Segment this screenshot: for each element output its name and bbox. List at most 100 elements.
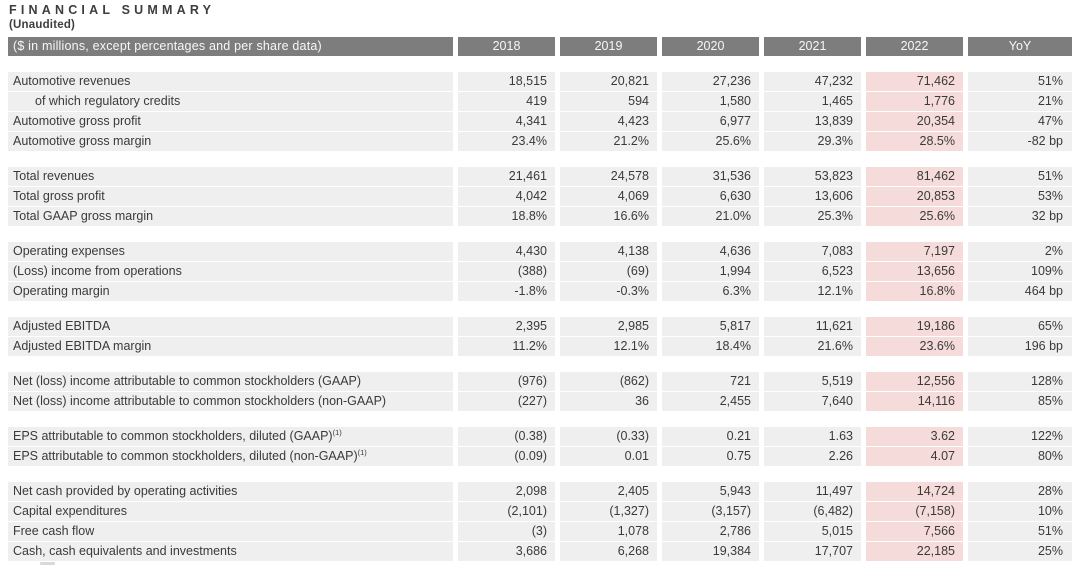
table-row: of which regulatory credits 419 594 1,580 1,… <box>8 92 1072 111</box>
financial-summary-table: ($ in millions, except percentages and p… <box>8 37 1072 562</box>
value-cell-2022: 20,354 <box>866 112 963 131</box>
value-cell-2018: 18.8% <box>458 207 555 226</box>
yoy-value-cell: 21% <box>968 92 1072 111</box>
value-cell-2022: 71,462 <box>866 72 963 91</box>
page-subtitle: (Unaudited) <box>9 19 76 31</box>
value-cell-2021: 47,232 <box>764 72 861 91</box>
column-header-2019: 2019 <box>560 37 657 56</box>
value-cell-2018: 419 <box>458 92 555 111</box>
value-cell-2022: 19,186 <box>866 317 963 336</box>
value-cell-2021: 2.26 <box>764 447 861 466</box>
yoy-value-cell: 65% <box>968 317 1072 336</box>
column-header-2018: 2018 <box>458 37 555 56</box>
value-cell-2018: (0.09) <box>458 447 555 466</box>
yoy-value-cell: 464 bp <box>968 282 1072 301</box>
value-cell-2020: 21.0% <box>662 207 759 226</box>
value-cell-2021: 5,015 <box>764 522 861 541</box>
value-cell-2022: (7,158) <box>866 502 963 521</box>
table-row: Total revenues 21,461 24,578 31,536 53,823 81… <box>8 167 1072 186</box>
value-cell-2022: 7,566 <box>866 522 963 541</box>
value-cell-2019: 6,268 <box>560 542 657 561</box>
value-cell-2020: 0.21 <box>662 427 759 446</box>
value-cell-2021: 5,519 <box>764 372 861 391</box>
value-cell-2021: 11,497 <box>764 482 861 501</box>
value-cell-2019: 4,423 <box>560 112 657 131</box>
value-cell-2022: 20,853 <box>866 187 963 206</box>
value-cell-2018: -1.8% <box>458 282 555 301</box>
table-row: Free cash flow (3) 1,078 2,786 5,015 7,566 51% <box>8 522 1072 541</box>
value-cell-2020: 5,943 <box>662 482 759 501</box>
value-cell-2019: 2,405 <box>560 482 657 501</box>
value-cell-2020: 721 <box>662 372 759 391</box>
value-cell-2020: 0.75 <box>662 447 759 466</box>
value-cell-2021: (6,482) <box>764 502 861 521</box>
table-row: Automotive gross margin 23.4% 21.2% 25.6% 29… <box>8 132 1072 151</box>
row-label: Adjusted EBITDA <box>8 317 453 336</box>
value-cell-2019: 4,069 <box>560 187 657 206</box>
value-cell-2019: 12.1% <box>560 337 657 356</box>
yoy-value-cell: 85% <box>968 392 1072 411</box>
value-cell-2021: 13,839 <box>764 112 861 131</box>
value-cell-2020: 27,236 <box>662 72 759 91</box>
table-row: Adjusted EBITDA margin 11.2% 12.1% 18.4% 21.… <box>8 337 1072 356</box>
value-cell-2018: 2,395 <box>458 317 555 336</box>
table-row: Net (loss) income attributable to common… <box>8 392 1072 411</box>
table-row: Cash, cash equivalents and investments 3,… <box>8 542 1072 561</box>
value-cell-2018: 11.2% <box>458 337 555 356</box>
table-row: Capital expenditures (2,101) (1,327) (3,157… <box>8 502 1072 521</box>
row-label: Total gross profit <box>8 187 453 206</box>
table-row: Operating expenses 4,430 4,138 4,636 7,083 7,… <box>8 242 1072 261</box>
value-cell-2022: 28.5% <box>866 132 963 151</box>
table-row: Net cash provided by operating activitie… <box>8 482 1072 501</box>
table-header-row: ($ in millions, except percentages and p… <box>8 37 1072 56</box>
value-cell-2022: 22,185 <box>866 542 963 561</box>
value-cell-2022: 14,724 <box>866 482 963 501</box>
value-cell-2020: 18.4% <box>662 337 759 356</box>
value-cell-2022: 14,116 <box>866 392 963 411</box>
value-cell-2019: 36 <box>560 392 657 411</box>
value-cell-2021: 29.3% <box>764 132 861 151</box>
row-label: Total GAAP gross margin <box>8 207 453 226</box>
yoy-value-cell: 51% <box>968 167 1072 186</box>
column-header-2021: 2021 <box>764 37 861 56</box>
value-cell-2019: 16.6% <box>560 207 657 226</box>
value-cell-2020: 2,455 <box>662 392 759 411</box>
value-cell-2019: (862) <box>560 372 657 391</box>
value-cell-2021: 1,465 <box>764 92 861 111</box>
value-cell-2019: 20,821 <box>560 72 657 91</box>
value-cell-2020: 6,977 <box>662 112 759 131</box>
value-cell-2021: 6,523 <box>764 262 861 281</box>
value-cell-2020: 19,384 <box>662 542 759 561</box>
row-label: Operating expenses <box>8 242 453 261</box>
value-cell-2020: 1,994 <box>662 262 759 281</box>
value-cell-2022: 1,776 <box>866 92 963 111</box>
value-cell-2018: 4,430 <box>458 242 555 261</box>
value-cell-2018: 2,098 <box>458 482 555 501</box>
column-header-2020: 2020 <box>662 37 759 56</box>
table-row: Total GAAP gross margin 18.8% 16.6% 21.0% 25… <box>8 207 1072 226</box>
value-cell-2018: 23.4% <box>458 132 555 151</box>
value-cell-2021: 11,621 <box>764 317 861 336</box>
value-cell-2022: 12,556 <box>866 372 963 391</box>
value-cell-2022: 16.8% <box>866 282 963 301</box>
row-label: Total revenues <box>8 167 453 186</box>
value-cell-2020: (3,157) <box>662 502 759 521</box>
row-label: Capital expenditures <box>8 502 453 521</box>
value-cell-2018: 4,042 <box>458 187 555 206</box>
row-label: (Loss) income from operations <box>8 262 453 281</box>
yoy-value-cell: 196 bp <box>968 337 1072 356</box>
value-cell-2019: (0.33) <box>560 427 657 446</box>
value-cell-2018: 18,515 <box>458 72 555 91</box>
table-row: EPS attributable to common stockholders,… <box>8 427 1072 446</box>
table-row: (Loss) income from operations (388) (69) 1,… <box>8 262 1072 281</box>
table-row: Operating margin -1.8% -0.3% 6.3% 12.1% 16.8%… <box>8 282 1072 301</box>
value-cell-2020: 25.6% <box>662 132 759 151</box>
yoy-value-cell: 32 bp <box>968 207 1072 226</box>
value-cell-2020: 31,536 <box>662 167 759 186</box>
value-cell-2021: 21.6% <box>764 337 861 356</box>
value-cell-2021: 7,083 <box>764 242 861 261</box>
yoy-value-cell: 10% <box>968 502 1072 521</box>
value-cell-2018: (976) <box>458 372 555 391</box>
row-label: Operating margin <box>8 282 453 301</box>
